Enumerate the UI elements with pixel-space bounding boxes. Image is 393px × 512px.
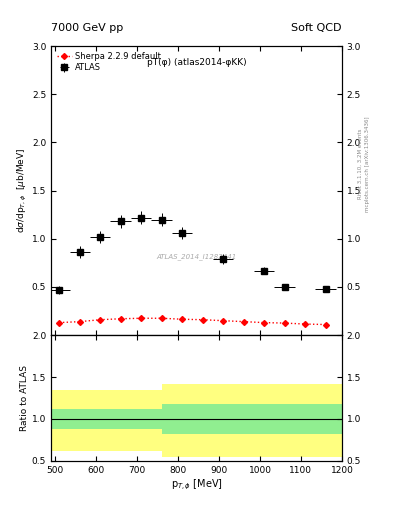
Sherpa 2.2.9 default [323,322,328,328]
Sherpa 2.2.9 default [303,321,307,327]
Text: Rivet 3.1.10, 3.2M events: Rivet 3.1.10, 3.2M events [358,129,362,199]
Y-axis label: Ratio to ATLAS: Ratio to ATLAS [20,365,29,431]
Text: Soft QCD: Soft QCD [292,23,342,33]
Text: ATLAS_2014_I1282441: ATLAS_2014_I1282441 [156,254,237,261]
Sherpa 2.2.9 default [262,319,266,326]
Sherpa 2.2.9 default [159,315,164,322]
Sherpa 2.2.9 default [139,315,143,322]
Text: pT(φ) (atlas2014-φKK): pT(φ) (atlas2014-φKK) [147,58,246,67]
Sherpa 2.2.9 default [57,319,62,326]
Sherpa 2.2.9 default [77,318,82,325]
Sherpa 2.2.9 default [180,316,185,322]
Y-axis label: d$\sigma$/dp$_{T,\phi}$  [$\mu$b/MeV]: d$\sigma$/dp$_{T,\phi}$ [$\mu$b/MeV] [16,148,29,233]
Sherpa 2.2.9 default [98,316,103,323]
Sherpa 2.2.9 default [200,316,205,323]
Sherpa 2.2.9 default [241,318,246,325]
Text: 7000 GeV pp: 7000 GeV pp [51,23,123,33]
Text: mcplots.cern.ch [arXiv:1306.3436]: mcplots.cern.ch [arXiv:1306.3436] [365,116,370,211]
X-axis label: p$_{T,\phi}$ [MeV]: p$_{T,\phi}$ [MeV] [171,477,222,492]
Sherpa 2.2.9 default [118,316,123,322]
Legend: Sherpa 2.2.9 default, ATLAS: Sherpa 2.2.9 default, ATLAS [55,50,163,74]
Line: Sherpa 2.2.9 default: Sherpa 2.2.9 default [57,316,328,327]
Sherpa 2.2.9 default [282,320,287,326]
Sherpa 2.2.9 default [221,317,226,324]
